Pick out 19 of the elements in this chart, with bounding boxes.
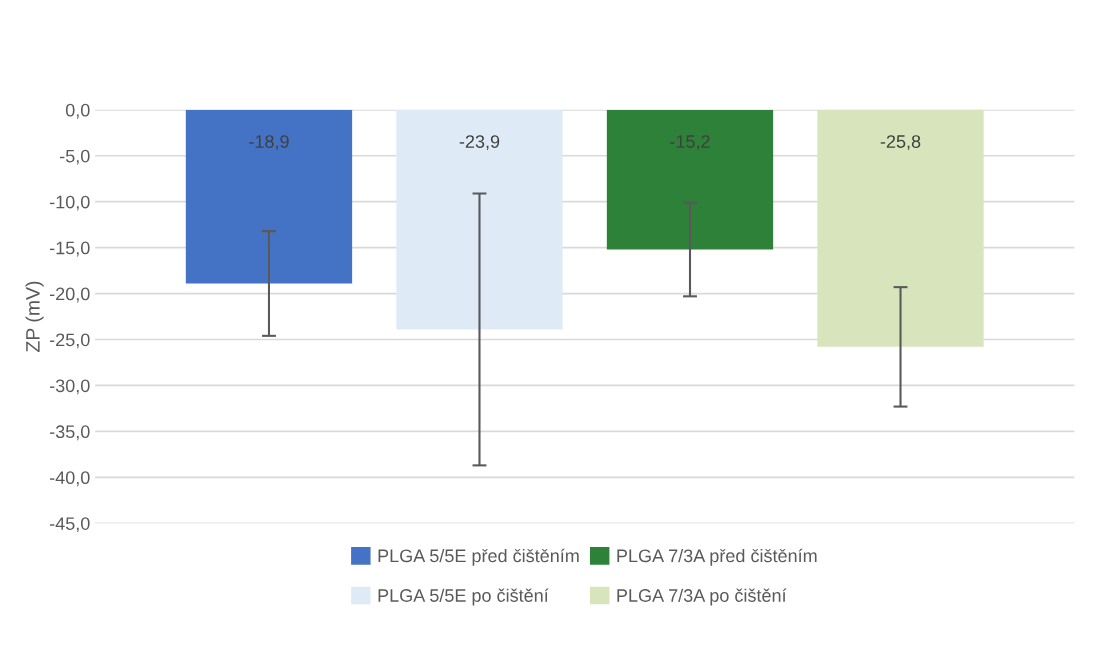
legend-label: PLGA 5/5E po čištění bbox=[378, 588, 549, 606]
data-label: -18,9 bbox=[249, 135, 289, 151]
legend-label: PLGA 7/3A před čištěním bbox=[617, 548, 817, 566]
legend-label: PLGA 7/3A po čištění bbox=[617, 588, 787, 606]
data-label: -15,2 bbox=[670, 135, 710, 151]
y-tick-label: -20,0 bbox=[49, 287, 90, 303]
y-tick-label: -5,0 bbox=[60, 149, 90, 165]
y-tick-label: -10,0 bbox=[49, 195, 90, 211]
y-tick-label: -15,0 bbox=[49, 241, 90, 257]
y-tick-label: -45,0 bbox=[49, 517, 90, 533]
data-label: -25,8 bbox=[880, 135, 921, 151]
y-tick-label: -30,0 bbox=[49, 379, 90, 395]
y-tick-label: -40,0 bbox=[49, 471, 90, 487]
y-tick-label: -25,0 bbox=[49, 333, 90, 349]
y-axis-title: ZP (mV) bbox=[25, 281, 44, 352]
legend-label: PLGA 5/5E před čištěním bbox=[378, 548, 579, 566]
y-tick-label: -35,0 bbox=[49, 425, 90, 441]
data-label: -23,9 bbox=[459, 135, 500, 151]
y-tick-label: 0,0 bbox=[65, 103, 90, 119]
